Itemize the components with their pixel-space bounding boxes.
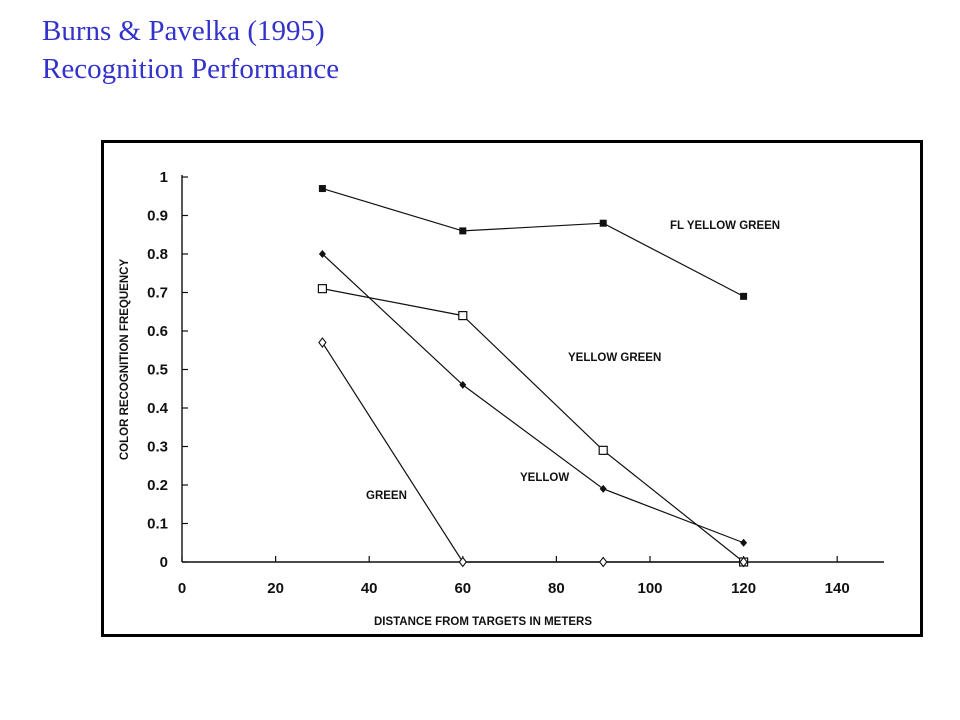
y-axis-title: COLOR RECOGNITION FREQUENCY	[119, 259, 131, 461]
x-tick-label: 100	[637, 580, 662, 597]
data-point-green	[739, 556, 748, 568]
data-point-yellow-green	[458, 311, 468, 321]
y-tick-label: 0.7	[147, 285, 168, 302]
data-point-yellow	[459, 380, 467, 389]
y-tick-label: 0.3	[147, 439, 168, 456]
data-point-green	[318, 337, 327, 348]
series-line-yellow-green	[322, 288, 744, 563]
data-point-fl-yellow-green	[599, 219, 607, 227]
x-tick-label: 120	[731, 580, 756, 597]
line-chart: 0 0.1 0.2 0.3 0.4 0.5 0.6 0.7 0.8 0.9 1 0 20 40 60 80 10…	[119, 169, 884, 628]
y-tick-label: 0.2	[147, 477, 168, 494]
data-point-yellow	[318, 250, 326, 258]
data-point-green	[458, 556, 467, 568]
y-tick-label: 0.1	[147, 516, 168, 533]
data-point-fl-yellow-green	[459, 227, 467, 235]
data-point-fl-yellow-green	[318, 185, 326, 193]
chart-ticks: 0 0.1 0.2 0.3 0.4 0.5 0.6 0.7 0.8 0.9 1 0 20 40 60 80 10…	[147, 169, 850, 597]
y-tick-label: 0.9	[147, 208, 168, 225]
y-tick-label: 0.6	[147, 323, 168, 340]
x-tick-label: 20	[267, 580, 284, 597]
slide-title: Burns & Pavelka (1995) Recognition Perfo…	[42, 12, 339, 88]
y-tick-label: 0.4	[147, 400, 169, 417]
data-point-yellow-green	[598, 445, 608, 455]
x-tick-label: 80	[548, 580, 565, 597]
data-point-yellow	[740, 538, 748, 547]
x-tick-label: 0	[178, 580, 186, 597]
data-point-yellow-green	[317, 284, 327, 294]
chart-labels: DISTANCE FROM TARGETS IN METERS COLOR REC…	[119, 220, 780, 628]
chart-axes	[181, 175, 884, 563]
slide-title-line-1: Burns & Pavelka (1995)	[42, 15, 325, 47]
chart-frame: 0 0.1 0.2 0.3 0.4 0.5 0.6 0.7 0.8 0.9 1 0 20 40 60 80 10…	[101, 140, 923, 637]
series-label-yellow: YELLOW	[520, 472, 569, 484]
data-point-yellow	[599, 484, 607, 493]
series-line-yellow	[321, 253, 744, 544]
y-tick-label: 0.8	[147, 246, 168, 263]
series-label-fl-yellow-green: FL YELLOW GREEN	[670, 220, 780, 232]
slide-title-line-2: Recognition Performance	[42, 53, 340, 85]
series-label-green: GREEN	[366, 490, 407, 502]
data-point-fl-yellow-green	[740, 292, 748, 300]
chart-lines	[321, 187, 744, 563]
data-point-green	[599, 556, 608, 568]
x-tick-label: 40	[361, 580, 378, 597]
x-tick-label: 140	[825, 580, 850, 597]
y-tick-label: 1	[160, 169, 168, 186]
chart-markers	[317, 185, 749, 568]
x-tick-label: 60	[454, 580, 471, 597]
series-label-yellow-green: YELLOW GREEN	[568, 352, 661, 364]
x-axis-title: DISTANCE FROM TARGETS IN METERS	[374, 616, 592, 628]
y-tick-label: 0	[160, 554, 168, 571]
series-line-fl-yellow-green	[322, 187, 744, 297]
y-tick-label: 0.5	[147, 362, 168, 379]
series-line-green	[321, 342, 744, 563]
